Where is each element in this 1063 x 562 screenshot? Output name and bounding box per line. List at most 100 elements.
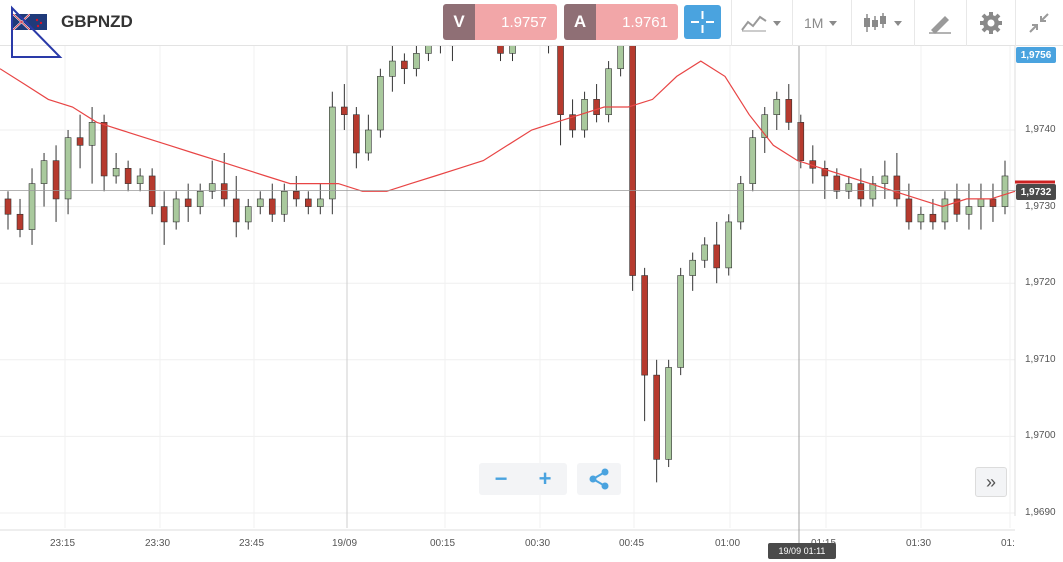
chart-type-candles-icon (864, 13, 886, 32)
time-axis-label: 23:45 (239, 538, 265, 549)
candle (88, 122, 96, 146)
candle (677, 275, 684, 368)
candle (569, 114, 576, 131)
candle (100, 122, 108, 177)
candle (617, 46, 624, 70)
candle (953, 198, 961, 215)
moving-average-line (0, 60, 1016, 208)
collapse-button[interactable] (1028, 0, 1050, 46)
candle (845, 183, 853, 192)
collapse-icon (1029, 13, 1049, 33)
candle (341, 106, 348, 115)
candle (4, 198, 12, 215)
candle (413, 53, 420, 70)
ask-tag: A (564, 4, 596, 40)
candle (557, 46, 564, 115)
candle (425, 46, 432, 54)
indicators-button[interactable] (741, 0, 781, 46)
ask-price: 1.9761 (596, 4, 678, 40)
candle (268, 198, 276, 215)
price-axis-label: 1,9740 (1025, 124, 1056, 135)
chevron-down-icon (829, 20, 838, 26)
candle (665, 367, 672, 460)
candle (256, 198, 264, 207)
candle (196, 190, 204, 207)
price-chart[interactable] (0, 46, 1063, 562)
share-button[interactable] (577, 463, 621, 495)
candle (365, 129, 372, 154)
candle (641, 275, 648, 376)
settings-icon (980, 12, 1002, 34)
candle (172, 198, 180, 223)
candle (797, 122, 805, 161)
candle (28, 183, 36, 230)
candle (713, 244, 721, 269)
crosshair-button[interactable] (684, 5, 721, 39)
candle (377, 76, 384, 131)
candle (869, 183, 877, 200)
candle (977, 198, 985, 207)
candle (160, 206, 168, 223)
bid-price: 1.9757 (475, 4, 557, 40)
candle (965, 206, 973, 215)
candle (893, 175, 901, 200)
candle (52, 160, 60, 200)
current-price-marker (1015, 180, 1055, 184)
ask-price-button[interactable]: A 1.9761 (564, 4, 678, 40)
time-axis-label: 01: (1001, 538, 1015, 549)
candle (305, 198, 312, 207)
candle (353, 114, 360, 154)
candle (593, 99, 600, 115)
candle (725, 221, 733, 269)
bid-price-button[interactable]: V 1.9757 (443, 4, 557, 40)
candle (917, 213, 925, 223)
candle (941, 198, 949, 223)
time-axis-label: 00:30 (525, 538, 551, 549)
price-axis-label: 1,9690 (1025, 507, 1056, 518)
timeframe-select[interactable]: 1M (804, 0, 838, 46)
drawing-triangle-icon[interactable] (0, 0, 70, 62)
current-price-tag: 1,9732 (1016, 184, 1056, 200)
candle (184, 198, 192, 207)
candle (292, 190, 300, 200)
price-axis-label: 1,9730 (1025, 200, 1056, 212)
candle (773, 99, 781, 115)
candle (761, 114, 769, 138)
candle (833, 175, 841, 192)
flag-icon (12, 13, 47, 31)
draw-tools-button[interactable] (927, 0, 953, 46)
bid-tag: V (443, 4, 475, 40)
candle (401, 60, 408, 70)
share-icon (589, 468, 609, 490)
candle (136, 175, 144, 184)
symbol-title: GBPNZD (61, 12, 133, 31)
candle (785, 99, 793, 123)
candle (208, 183, 216, 192)
crosshair-icon (691, 11, 714, 33)
indicators-icon (741, 15, 767, 32)
last-high-price-tag: 1,9756 (1016, 47, 1056, 63)
settings-button[interactable] (979, 0, 1003, 46)
zoom-in-button[interactable]: + (538, 466, 552, 491)
zoom-out-button[interactable]: − (494, 466, 508, 491)
candle (244, 206, 252, 223)
time-axis-label: 01:00 (715, 538, 741, 549)
price-axis-label: 1,9710 (1025, 353, 1056, 365)
chart-type-select[interactable] (862, 0, 902, 46)
candle (905, 198, 913, 223)
candle (76, 137, 84, 146)
candle (40, 160, 48, 184)
draw-icon (929, 16, 951, 34)
candle (280, 190, 288, 215)
candle (749, 137, 757, 184)
candle (881, 175, 889, 184)
candle (581, 99, 588, 131)
scroll-to-latest-button[interactable]: » (975, 467, 1007, 497)
candle (701, 244, 708, 261)
price-axis-label: 1,9720 (1025, 277, 1056, 289)
candle (64, 137, 72, 200)
time-axis-label: 23:30 (145, 538, 171, 549)
candle (1001, 175, 1009, 207)
time-axis-label: 23:15 (50, 538, 76, 549)
candle (329, 106, 336, 200)
